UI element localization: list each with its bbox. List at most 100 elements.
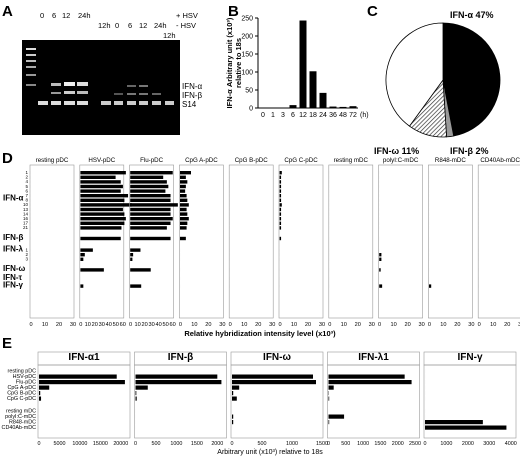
e-bar-3-cpg-b-pdc — [232, 391, 234, 396]
b-x-tick-label: 48 — [339, 112, 347, 119]
e-bar-2-cpg-a-pdc — [135, 385, 148, 390]
d-x-tick-label: 0 — [328, 322, 331, 328]
d-row-label: 1 — [25, 170, 28, 175]
d-bar-flu-pdc — [130, 175, 164, 179]
d-bar-cpg-c-pdc — [279, 184, 282, 189]
e-bar-3-polyi-c-mdc — [232, 414, 234, 419]
d-bar-hsv-pdc — [80, 194, 129, 198]
e-bar-4-cpg-c-pdc — [328, 396, 330, 401]
e-bar-2-flu-pdc — [135, 380, 222, 385]
d-x-tick-label: 50 — [113, 322, 119, 328]
d-bar-hsv-pdc — [80, 253, 85, 257]
d-x-tick-label: 20 — [404, 322, 410, 328]
e-category-cd40ab-mdc: CD40Ab-mDC — [2, 425, 37, 431]
d-x-label: Relative hybridization intensity level (… — [184, 329, 336, 338]
d-bar-cpg-c-pdc — [279, 217, 282, 221]
d-box-cpg-c-pdc — [278, 164, 324, 319]
e-bar-2-cpg-b-pdc — [135, 391, 137, 396]
e-bar-1-cpg-a-pdc — [39, 385, 50, 390]
d-bar-flu-pdc — [130, 226, 167, 230]
e-bar-3-cpg-a-pdc — [232, 385, 240, 390]
e-category-r848-mdc: R848-mDC — [9, 419, 36, 425]
d-bar-flu-pdc — [130, 248, 141, 252]
chart-c: IFN-α 47% IFN-β 2% IFN-ω 11% — [374, 10, 501, 156]
panel-label-d: D — [2, 150, 13, 167]
d-x-tick-label: 10 — [191, 322, 197, 328]
e-box-5 — [423, 364, 517, 439]
d-bar-cpg-c-pdc — [279, 171, 282, 175]
e-bar-1-cpg-b-pdc — [39, 391, 41, 396]
d-bar-flu-pdc — [130, 194, 171, 198]
d-bar-flu-pdc — [130, 257, 133, 261]
d-bar-hsv-pdc — [80, 268, 104, 272]
band-label-ifn-beta: IFN-β — [182, 91, 203, 100]
e-title-4: IFN-λ1 — [358, 352, 389, 363]
e-bar-1-cpg-c-pdc — [39, 396, 42, 401]
gel-lane-24hb: 24h — [154, 21, 167, 30]
d-bar-hsv-pdc — [80, 198, 125, 202]
e-category-flu-pdc: Flu-pDC — [16, 379, 36, 385]
d-box-resting-pdc — [29, 164, 75, 319]
d-box-resting-mdc — [328, 164, 374, 319]
e-bar-3-flu-pdc — [232, 380, 316, 385]
e-x-tick-label: 10000 — [72, 441, 87, 447]
d-title-resting-pdc: resting pDC — [36, 157, 69, 164]
d-x-tick-label: 20 — [92, 322, 98, 328]
d-bar-hsv-pdc — [80, 184, 123, 189]
d-bar-cpg-c-pdc — [279, 203, 282, 207]
d-group-3: IFN-λ — [3, 244, 24, 253]
d-row-label: 10 — [23, 202, 29, 207]
b-x-tick-label: 3 — [281, 112, 285, 119]
d-title-flu-pdc: Flu-pDC — [140, 157, 164, 164]
e-x-tick-label: 1000 — [440, 441, 452, 447]
d-box-flu-pdc — [129, 164, 174, 319]
panel-label-e: E — [2, 335, 12, 352]
d-row-label: 3 — [25, 257, 28, 262]
d-x-tick-label: 10 — [241, 322, 247, 328]
gel-bands-s14 — [38, 101, 174, 105]
b-x-tick-label: 36 — [329, 112, 337, 119]
e-x-label: Arbitrary unit (x10³) relative to 18s — [217, 449, 323, 456]
cond-plus-hsv: + HSV — [176, 11, 198, 20]
d-x-tick-label: 40 — [155, 322, 161, 328]
gel-panel: 0 6 12 24h 12h 0 6 12 24h 12h + HSV - HS… — [22, 11, 203, 135]
e-title-3: IFN-ω — [263, 352, 291, 363]
d-bar-hsv-pdc — [80, 226, 122, 230]
e-x-tick-label: 500 — [258, 441, 267, 447]
d-bar-cpg-a-pdc — [180, 226, 187, 230]
b-x-tick-label: 72 — [349, 112, 357, 119]
d-row-label: 6 — [25, 188, 28, 193]
d-x-tick-label: 30 — [369, 322, 375, 328]
b-bar-24 — [319, 92, 327, 108]
d-bar-flu-pdc — [130, 207, 171, 212]
e-category-resting-mdc: resting mDC — [6, 408, 36, 414]
d-bar-flu-pdc — [130, 184, 169, 189]
d-title-r848-mdc: R848-mDC — [435, 157, 466, 164]
d-box-r848-mdc — [428, 164, 473, 319]
e-x-tick-label: 3000 — [483, 441, 495, 447]
d-title-cpg-c-pdc: CpG C-pDC — [284, 157, 318, 164]
e-x-tick-label: 15000 — [93, 441, 108, 447]
b-x-label: (h) — [360, 112, 369, 119]
d-x-tick-label: 10 — [490, 322, 496, 328]
b-bar-6 — [289, 105, 297, 108]
e-bar-4-r848-mdc — [328, 420, 330, 425]
gel-lane-12: 12 — [62, 11, 70, 20]
d-x-tick-label: 0 — [179, 322, 182, 328]
d-bar-hsv-pdc — [80, 207, 123, 212]
e-box-1 — [37, 364, 131, 439]
d-x-tick-label: 30 — [518, 322, 520, 328]
band-label-s14: S14 — [182, 100, 197, 109]
d-bar-flu-pdc — [130, 217, 173, 221]
e-bar-4-flu-pdc — [328, 380, 412, 385]
d-bar-polyi-c-mdc — [379, 257, 382, 261]
d-title-hsv-pdc: HSV-pDC — [88, 157, 115, 164]
d-title-polyi-c-mdc: polyI:C-mDC — [383, 157, 419, 164]
d-x-tick-label: 10 — [42, 322, 48, 328]
d-x-tick-label: 50 — [162, 322, 168, 328]
e-category-cpg-a-pdc: CpG A-pDC — [8, 385, 37, 391]
e-box-3 — [230, 364, 324, 439]
e-x-tick-label: 0 — [38, 441, 41, 447]
d-row-label: 7 — [25, 193, 28, 198]
